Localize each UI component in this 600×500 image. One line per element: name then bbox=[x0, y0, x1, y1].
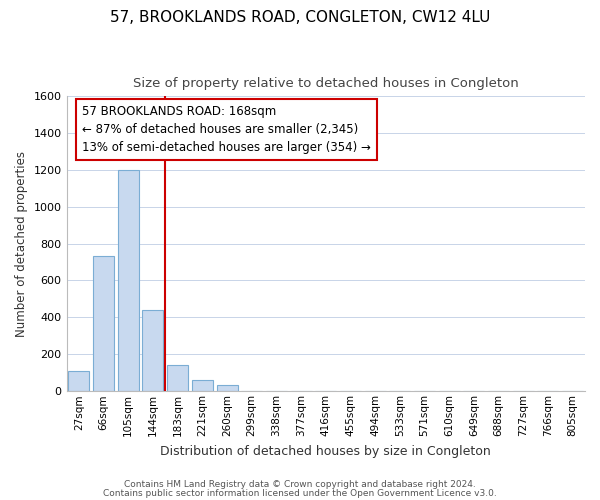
Bar bbox=[142, 310, 163, 392]
Title: Size of property relative to detached houses in Congleton: Size of property relative to detached ho… bbox=[133, 78, 518, 90]
Bar bbox=[217, 385, 238, 392]
Y-axis label: Number of detached properties: Number of detached properties bbox=[15, 150, 28, 336]
Text: 57 BROOKLANDS ROAD: 168sqm
← 87% of detached houses are smaller (2,345)
13% of s: 57 BROOKLANDS ROAD: 168sqm ← 87% of deta… bbox=[82, 104, 371, 154]
Bar bbox=[192, 380, 213, 392]
Bar bbox=[93, 256, 114, 392]
Text: 57, BROOKLANDS ROAD, CONGLETON, CW12 4LU: 57, BROOKLANDS ROAD, CONGLETON, CW12 4LU bbox=[110, 10, 490, 25]
Bar bbox=[68, 371, 89, 392]
X-axis label: Distribution of detached houses by size in Congleton: Distribution of detached houses by size … bbox=[160, 444, 491, 458]
Bar bbox=[118, 170, 139, 392]
Text: Contains HM Land Registry data © Crown copyright and database right 2024.: Contains HM Land Registry data © Crown c… bbox=[124, 480, 476, 489]
Bar bbox=[167, 366, 188, 392]
Text: Contains public sector information licensed under the Open Government Licence v3: Contains public sector information licen… bbox=[103, 488, 497, 498]
